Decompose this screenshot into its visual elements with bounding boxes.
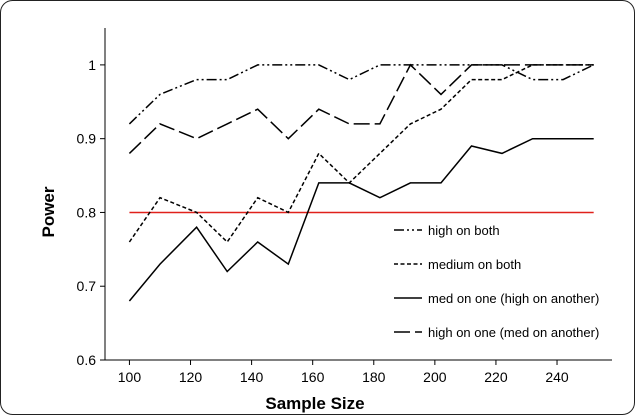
x-tick-label: 180	[362, 369, 386, 385]
x-tick-label: 200	[423, 369, 447, 385]
x-tick-label: 220	[484, 369, 508, 385]
axes: 0.6 0.7 0.8 0.9 1 100 120 140 160 180 200 220 240	[77, 28, 612, 385]
x-tick-label: 120	[179, 369, 203, 385]
legend-label-4: high on one (med on another)	[428, 325, 599, 340]
x-axis-label: Sample Size	[265, 394, 364, 413]
x-tick-label: 240	[545, 369, 569, 385]
legend-label-3: med on one (high on another)	[428, 291, 599, 306]
legend-label-2: medium on both	[428, 257, 521, 272]
legend-label-1: high on both	[428, 223, 500, 238]
series-line-2	[128, 64, 594, 244]
y-axis-label: Power	[39, 186, 58, 237]
y-tick-label: 0.6	[77, 352, 97, 368]
x-tick-label: 160	[301, 369, 325, 385]
legend: high on both medium on both med on one (hi…	[394, 223, 599, 340]
series-line-4	[128, 63, 594, 154]
x-tick-label: 100	[118, 369, 142, 385]
series-line-3	[128, 137, 594, 302]
y-tick-label: 0.8	[77, 204, 97, 220]
y-tick-label: 0.7	[77, 278, 97, 294]
series-layer	[128, 63, 595, 302]
y-tick-label: 0.9	[77, 131, 97, 147]
y-tick-label: 1	[88, 57, 96, 73]
x-tick-label: 140	[240, 369, 264, 385]
